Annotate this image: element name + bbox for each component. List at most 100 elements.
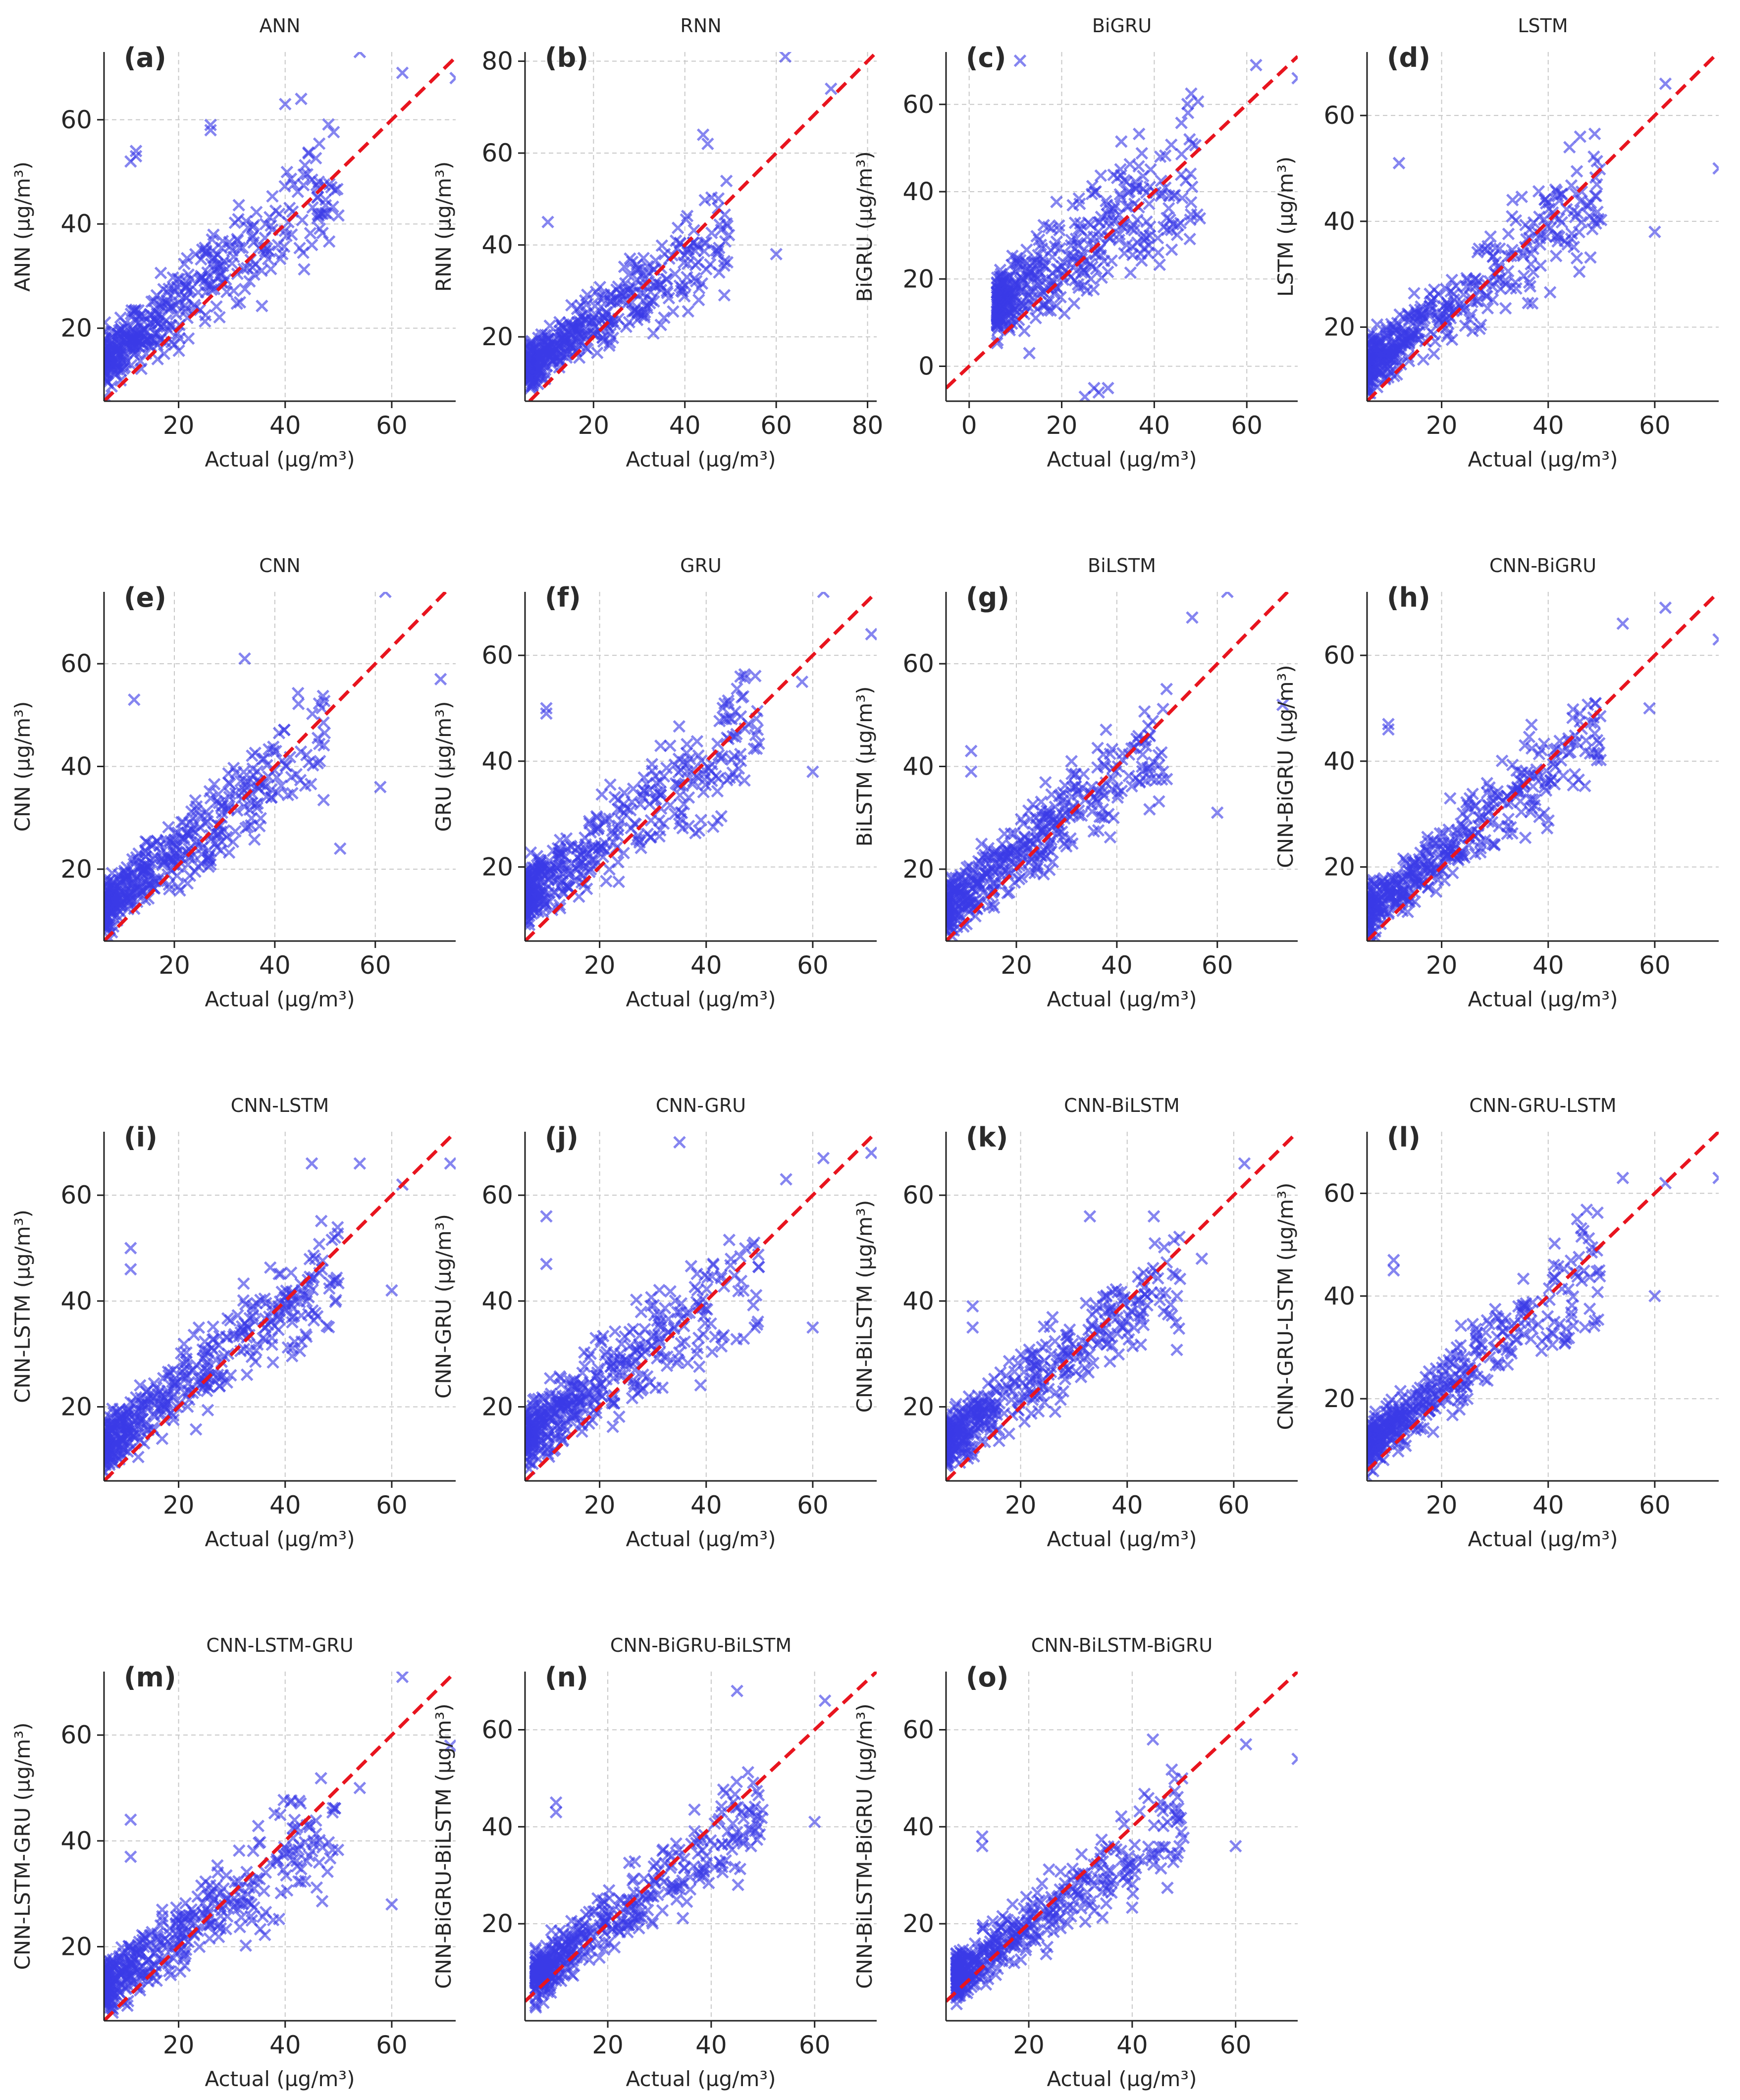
data-point bbox=[748, 1321, 761, 1334]
data-point bbox=[137, 884, 150, 897]
data-point bbox=[1549, 230, 1562, 243]
data-point bbox=[1369, 902, 1382, 915]
data-point bbox=[265, 1338, 278, 1351]
data-point bbox=[1125, 222, 1138, 235]
data-point bbox=[619, 1330, 632, 1343]
data-point bbox=[1037, 868, 1050, 881]
data-point bbox=[1473, 811, 1486, 825]
data-point bbox=[628, 304, 641, 317]
data-point bbox=[1111, 791, 1124, 804]
data-point bbox=[1367, 885, 1379, 898]
y-tick-label: 40 bbox=[902, 752, 934, 781]
data-point bbox=[723, 1233, 736, 1247]
data-point bbox=[606, 1420, 619, 1433]
data-point bbox=[190, 836, 203, 848]
x-tick-label: 20 bbox=[1046, 411, 1078, 440]
data-point bbox=[1524, 805, 1537, 819]
data-point bbox=[542, 332, 555, 345]
data-point bbox=[177, 1337, 191, 1351]
data-point bbox=[738, 774, 751, 787]
data-point bbox=[265, 791, 278, 804]
panel-title: CNN-GRU bbox=[656, 1095, 746, 1116]
data-point bbox=[141, 1392, 155, 1406]
data-point bbox=[216, 234, 229, 248]
data-point bbox=[543, 319, 556, 332]
data-point bbox=[718, 289, 731, 302]
data-point bbox=[118, 871, 131, 885]
data-point bbox=[571, 863, 584, 876]
y-tick-label: 40 bbox=[902, 1287, 934, 1315]
data-point bbox=[684, 752, 696, 765]
data-point bbox=[1132, 127, 1146, 141]
data-point bbox=[118, 329, 131, 342]
data-point bbox=[104, 932, 116, 941]
data-point bbox=[694, 814, 707, 827]
data-point bbox=[1125, 780, 1138, 793]
data-point bbox=[1415, 877, 1428, 891]
data-point bbox=[104, 889, 111, 902]
data-point bbox=[1532, 747, 1546, 761]
data-point bbox=[779, 52, 792, 63]
data-point bbox=[250, 206, 263, 219]
data-point bbox=[1000, 864, 1012, 877]
data-point bbox=[305, 1157, 318, 1170]
data-point bbox=[1567, 779, 1580, 792]
data-point bbox=[1176, 192, 1189, 205]
data-point bbox=[189, 248, 202, 261]
data-point bbox=[298, 158, 312, 172]
data-point bbox=[238, 652, 251, 665]
data-point bbox=[1549, 250, 1563, 262]
data-point bbox=[184, 827, 197, 840]
data-point bbox=[190, 804, 203, 817]
data-point bbox=[1103, 204, 1116, 216]
data-point bbox=[618, 786, 631, 799]
data-point bbox=[123, 1436, 136, 1449]
data-point bbox=[865, 1146, 877, 1159]
data-point bbox=[120, 1411, 133, 1424]
panel-title: CNN bbox=[259, 555, 300, 577]
data-point bbox=[183, 869, 197, 882]
data-point bbox=[817, 592, 830, 598]
data-point bbox=[158, 347, 171, 361]
data-point bbox=[1183, 232, 1196, 246]
data-point bbox=[806, 1321, 819, 1334]
data-point bbox=[673, 720, 686, 733]
data-point bbox=[595, 788, 608, 801]
data-point bbox=[1042, 220, 1055, 234]
data-point bbox=[215, 276, 228, 289]
data-point bbox=[597, 335, 610, 348]
data-point bbox=[124, 155, 137, 168]
identity-line bbox=[946, 55, 1298, 390]
data-point bbox=[592, 820, 605, 833]
panel-letter: (j) bbox=[545, 1122, 579, 1153]
data-point bbox=[1570, 165, 1583, 178]
data-point bbox=[687, 224, 700, 237]
data-point bbox=[747, 1236, 761, 1249]
data-point bbox=[1417, 353, 1430, 366]
data-point bbox=[630, 1293, 643, 1307]
data-point bbox=[1468, 800, 1481, 813]
data-point bbox=[284, 1266, 298, 1279]
data-point bbox=[1487, 794, 1500, 807]
data-point bbox=[1137, 1281, 1151, 1294]
data-point bbox=[705, 765, 718, 778]
x-tick-label: 40 bbox=[690, 1491, 722, 1520]
data-point bbox=[227, 284, 240, 297]
y-tick-label: 80 bbox=[481, 47, 513, 76]
data-point bbox=[1001, 887, 1014, 899]
data-point bbox=[1165, 138, 1178, 152]
data-point bbox=[444, 1157, 456, 1170]
data-point bbox=[134, 1379, 147, 1392]
data-point bbox=[135, 362, 148, 375]
data-point bbox=[304, 227, 317, 240]
data-point bbox=[528, 1392, 541, 1406]
data-point bbox=[287, 1310, 301, 1323]
y-tick-label: 60 bbox=[481, 641, 513, 670]
data-point bbox=[256, 300, 268, 313]
data-point bbox=[701, 137, 714, 151]
data-point bbox=[707, 820, 720, 834]
data-point bbox=[1073, 197, 1086, 210]
data-point bbox=[1446, 866, 1459, 880]
data-point bbox=[1035, 1389, 1048, 1403]
